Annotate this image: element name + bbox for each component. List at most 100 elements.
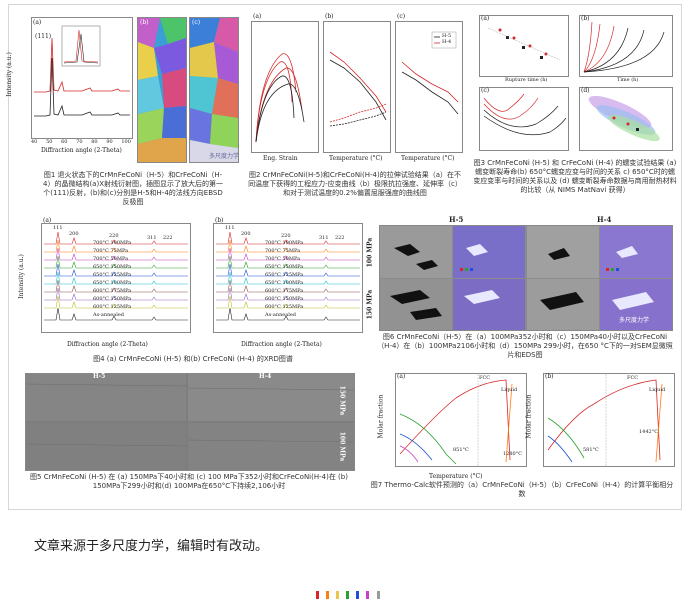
fig4-xrd-plot-a: [41, 223, 191, 333]
fig2-panel-a-label: (a): [253, 13, 262, 20]
fig6-caption: 图6 CrMnFeCoNi（H-5）在（a）100MPa352小时和（c）150…: [377, 333, 673, 359]
decorative-color-bars: [316, 584, 382, 599]
fig3-panel-d-label: (d): [581, 87, 590, 94]
fig7-panel-a-label: (a): [397, 373, 406, 380]
color-bar: [336, 591, 340, 599]
fig7-annot-a2: 1280°C: [503, 451, 523, 457]
fig4-peak-111-a: 111: [53, 225, 63, 231]
fig4-curve-label: As-annealed: [93, 312, 124, 318]
fig1-xrd-plot: [31, 17, 133, 139]
fig4-curve-label: 650°C 100MPa: [93, 280, 132, 286]
fig4-curve-label: As-annealed: [265, 312, 296, 318]
fig1-xtick: 100: [121, 139, 131, 145]
fig3-panel-c-label: (c): [481, 87, 490, 94]
fig4-curve-label: 700°C 75MPa: [93, 248, 129, 254]
fig1-peak-111-label: (111): [35, 33, 52, 40]
fig3-comparison-plot: [579, 87, 673, 151]
fig4-curve-label: 650°C 150MPa: [93, 264, 132, 270]
fig4-peak-311-b: 311: [319, 235, 329, 241]
color-bar: [366, 591, 370, 599]
fig4-curve-label: 600°C 125MPa: [93, 304, 132, 310]
fig2-uts-plot: [323, 21, 391, 153]
fig7-ylabel-a: Molar fraction: [377, 394, 385, 439]
fig4-peak-222-b: 222: [335, 235, 345, 241]
fig1-ebsd-map-c: (c): [189, 17, 239, 163]
color-bar: [326, 591, 330, 599]
fig4-curve-label: 600°C 150MPa: [93, 296, 132, 302]
fig7-ylabel-b: Molar fraction: [525, 394, 533, 439]
fig1-watermark: 多尺度力学: [209, 153, 240, 160]
fig1-panel-b-label: (b): [140, 19, 149, 26]
fig3-xlabel-a: Rupture time (h): [505, 77, 548, 83]
fig5-row-150: 150 MPa: [338, 385, 346, 416]
color-bar: [356, 591, 360, 599]
fig3-rupture-life-plot: [479, 15, 569, 77]
fig3: (a) Rupture time (h) (b) Time (h) (c): [471, 9, 677, 209]
fig3-caption: 图3 CrMnFeCoNi (H-5) 和 CrFeCoNi (H-4) 的蠕变…: [473, 159, 677, 194]
fig1-ylabel: Intensity (a.u.): [5, 52, 13, 97]
fig6: H-5 H-4 100 MPa 150 MPa: [366, 215, 677, 369]
fig2-xlabel-c: Temperature (°C): [401, 155, 455, 162]
fig4-curve-labels-b: 700°C 100MPa 700°C 75MPa 700°C 50MPa 650…: [265, 239, 303, 319]
fig1-xtick: 40: [31, 139, 38, 145]
fig6-col-h4: H-4: [597, 215, 612, 224]
fig1-ebsd-map-b: (b): [137, 17, 187, 163]
fig4-curve-label: 600°C 175MPa: [93, 288, 132, 294]
fig4-peak-200-b: 200: [241, 231, 251, 237]
fig2-legend-h5: H-5: [442, 33, 452, 39]
fig4-panel-a-label: (a): [43, 217, 52, 224]
fig1-xtick: 90: [106, 139, 113, 145]
fig1-panel-c-label: (c): [192, 19, 201, 26]
fig6-sem-grid: [379, 225, 673, 331]
fig3-panel-b-label: (b): [581, 15, 590, 22]
fig2: (a) Eng. Strain (b) Temperature (°C) H-5…: [245, 11, 465, 211]
fig1-panel-a-label: (a): [33, 19, 42, 26]
fig4-curve-label: 600°C 175MPa: [265, 288, 304, 294]
fig6-col-h5: H-5: [449, 215, 464, 224]
fig5-caption: 图5 CrMnFeCoNi (H-5) 在 (a) 150MPa下40小时和 (…: [30, 473, 348, 490]
fig7-panel-b-label: (b): [545, 373, 554, 380]
fig2-legend-h4: H-4: [442, 39, 452, 45]
fig4-panel-b-label: (b): [215, 217, 224, 224]
fig5: H-5 H-4 150 MPa 100 MPa 图5 CrMnFeCoNi (H…: [13, 369, 365, 507]
fig4-curve-label: 700°C 100MPa: [93, 240, 132, 246]
fig3-creep-rate-plot: [479, 87, 569, 151]
fig1-xtick: 70: [76, 139, 83, 145]
fig7-annot-b1: 581°C: [583, 447, 599, 453]
fig4-curve-label: 600°C 125MPa: [265, 304, 304, 310]
fig7-caption: 图7 Thermo-Calc软件预测的（a）CrMnFeCoNi（H-5）（b）…: [370, 481, 674, 498]
fig1: (a) (111) Intensity (a.u.) Diffraction a…: [6, 11, 241, 211]
fig1-xtick: 80: [91, 139, 98, 145]
fig4-curve-label: 650°C 100MPa: [265, 280, 304, 286]
fig3-creep-strain-plot: [579, 15, 673, 77]
fig4-curve-label: 650°C 125MPa: [93, 272, 132, 278]
fig4-xrd-plot-b: [213, 223, 363, 333]
fig7-phase-plot-b: [543, 373, 675, 467]
fig2-xlabel-a: Eng. Strain: [263, 155, 298, 162]
fig7-fcc-b: FCC: [627, 375, 639, 381]
fig2-stress-strain-plot: [251, 21, 319, 153]
fig2-xlabel-b: Temperature (°C): [329, 155, 383, 162]
color-bar: [376, 591, 380, 599]
fig5-sem-grid: [25, 373, 355, 471]
fig4-curve-label: 700°C 50MPa: [265, 256, 301, 262]
fig6-watermark: 多尺度力学: [619, 317, 650, 324]
fig4-peak-111-b: 111: [225, 225, 235, 231]
fig2-yield-plot: H-5 H-4: [395, 21, 463, 153]
fig5-col-h4: H-4: [259, 373, 272, 380]
color-bar: [346, 591, 350, 599]
fig4-peak-222-a: 222: [163, 235, 173, 241]
fig2-panel-b-label: (b): [325, 13, 334, 20]
fig4-curve-label: 700°C 100MPa: [265, 240, 304, 246]
fig7-annot-a1: 851°C: [453, 447, 469, 453]
fig4-ylabel-a: Intensity (a.u.): [17, 254, 25, 299]
fig4-curve-label: 600°C 150MPa: [265, 296, 304, 302]
fig1-xtick: 50: [46, 139, 53, 145]
fig4-peak-200-a: 200: [69, 231, 79, 237]
fig4: (a) 111 200 220 311 222 700°C 100MPa 700…: [13, 217, 365, 365]
fig1-xtick: 60: [61, 139, 68, 145]
fig4-peak-311-a: 311: [147, 235, 157, 241]
fig3-panel-a-label: (a): [481, 15, 490, 22]
source-note: 文章来源于多尺度力学，编辑时有改动。: [34, 539, 269, 554]
color-bar: [316, 591, 319, 599]
